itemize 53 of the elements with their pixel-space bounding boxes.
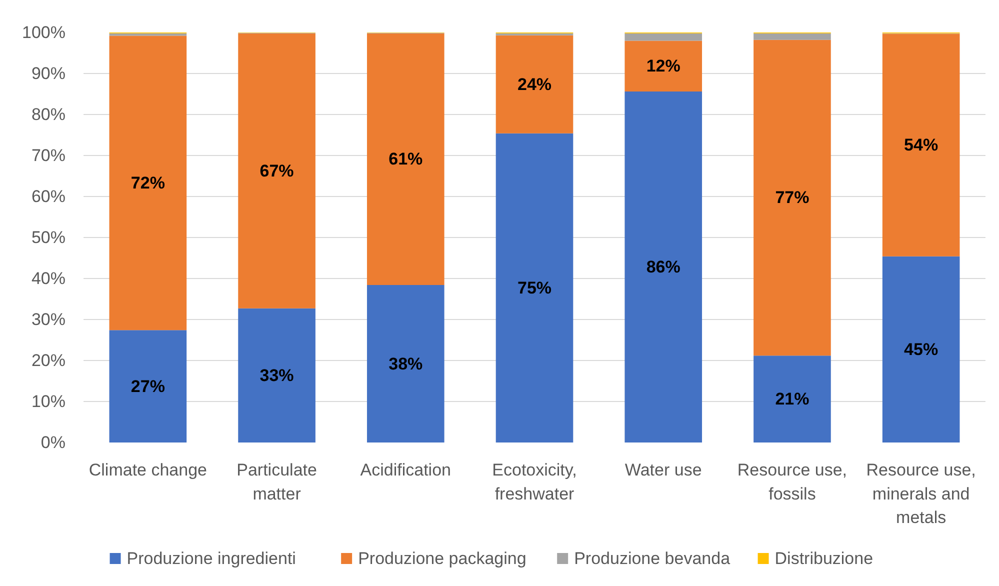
bar — [882, 34, 960, 256]
x-tick-label: Climate change — [88, 460, 207, 480]
x-tick-label: Resource use, fossils — [737, 460, 848, 504]
bar — [366, 33, 444, 286]
data-label: 86% — [646, 258, 680, 277]
y-tick-label: 10% — [31, 392, 66, 411]
bar — [624, 40, 702, 92]
data-label: 61% — [388, 150, 423, 169]
data-label: 12% — [646, 56, 680, 76]
x-tick-label: Particulate matter — [236, 460, 317, 504]
bar — [754, 356, 831, 442]
x-tick-label: Water use — [624, 460, 702, 480]
x-tick-label: Ecotoxicity, freshwater — [492, 460, 577, 504]
y-tick-label: 60% — [31, 187, 66, 206]
y-tick-label: 100% — [22, 23, 66, 42]
data-label: 75% — [517, 278, 552, 298]
data-label: 21% — [775, 390, 810, 409]
bar — [109, 330, 187, 442]
y-tick-label: 50% — [31, 228, 66, 247]
data-label: 38% — [388, 354, 423, 374]
data-label: 24% — [517, 74, 552, 94]
y-tick-label: 0% — [40, 433, 66, 452]
y-tick-label: 20% — [31, 351, 66, 370]
bar — [624, 33, 702, 41]
bar — [754, 33, 831, 40]
bar — [754, 40, 831, 356]
bar — [238, 33, 316, 308]
bar — [882, 256, 960, 442]
data-label: 67% — [260, 161, 294, 180]
data-label: 54% — [904, 136, 938, 155]
y-tick-label: 30% — [31, 310, 66, 329]
y-tick-label: 80% — [31, 105, 66, 124]
legend-label: Produzione ingredienti — [126, 549, 296, 568]
data-label: 27% — [130, 376, 165, 396]
data-label: 72% — [130, 173, 165, 192]
y-tick-label: 40% — [31, 269, 66, 288]
data-label: 33% — [260, 366, 294, 385]
bar — [109, 36, 187, 330]
bar — [496, 133, 574, 442]
y-tick-label: 90% — [31, 64, 66, 83]
bar — [238, 308, 316, 442]
bar — [109, 33, 187, 36]
data-label: 45% — [904, 340, 938, 359]
y-tick-label: 70% — [31, 146, 66, 165]
x-tick-label: Acidification — [360, 460, 452, 480]
data-label: 77% — [775, 188, 810, 208]
bar — [624, 92, 702, 442]
bar — [366, 285, 444, 442]
legend-label: Distribuzione — [774, 549, 874, 568]
x-tick-label: Resource use, minerals and metals — [866, 460, 976, 527]
bar — [496, 35, 574, 134]
legend-label: Produzione packaging — [358, 549, 526, 568]
legend-label: Produzione bevanda — [574, 549, 731, 568]
